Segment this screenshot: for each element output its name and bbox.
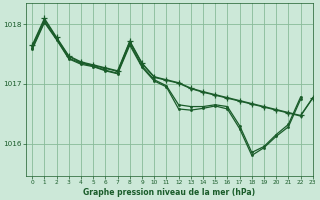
X-axis label: Graphe pression niveau de la mer (hPa): Graphe pression niveau de la mer (hPa) (84, 188, 256, 197)
